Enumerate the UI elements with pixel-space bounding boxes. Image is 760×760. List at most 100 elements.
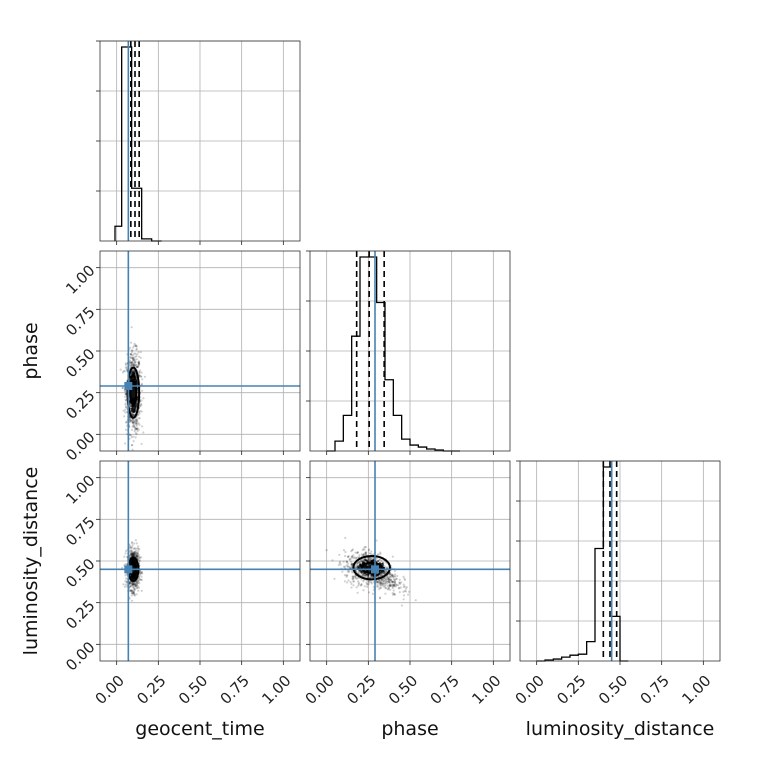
sample-point xyxy=(134,555,138,558)
sample-point xyxy=(132,577,135,580)
sample-point xyxy=(133,371,137,374)
sample-point xyxy=(122,369,125,373)
sample-point xyxy=(391,593,395,596)
sample-point xyxy=(124,549,128,553)
sample-point xyxy=(382,582,385,585)
sample-point xyxy=(362,574,365,577)
sample-point xyxy=(391,584,394,588)
sample-point xyxy=(138,417,141,420)
sample-point xyxy=(129,545,132,549)
sample-point xyxy=(133,587,136,591)
sample-point xyxy=(135,428,138,431)
sample-point xyxy=(128,555,131,558)
sample-point xyxy=(393,569,397,573)
sample-point xyxy=(395,583,398,586)
x-axis-label-geocent_time: geocent_time xyxy=(135,718,264,740)
sample-point xyxy=(352,584,355,587)
sample-point xyxy=(130,550,133,553)
sample-point xyxy=(368,556,371,560)
sample-point xyxy=(381,574,384,577)
sample-point xyxy=(133,542,136,545)
sample-point xyxy=(121,371,124,374)
sample-point xyxy=(367,557,370,560)
sample-point xyxy=(131,589,134,592)
sample-point xyxy=(138,548,141,551)
sample-point xyxy=(136,365,139,369)
sample-point xyxy=(133,588,136,591)
sample-point xyxy=(389,579,392,582)
sample-point xyxy=(380,584,383,587)
sample-point xyxy=(356,564,359,567)
sample-point xyxy=(392,583,395,586)
sample-point xyxy=(349,560,353,563)
sample-point xyxy=(368,548,371,551)
sample-point xyxy=(141,378,144,381)
sample-point xyxy=(133,372,136,375)
sample-point xyxy=(130,554,133,558)
sample-point xyxy=(136,584,139,587)
sample-point xyxy=(379,596,382,599)
sample-point xyxy=(347,579,350,582)
sample-point xyxy=(134,554,137,557)
sample-point xyxy=(130,419,133,423)
sample-point xyxy=(364,552,367,555)
sample-point xyxy=(137,365,140,368)
sample-point xyxy=(131,582,134,586)
sample-point xyxy=(356,551,359,554)
sample-point xyxy=(143,375,146,378)
sample-point xyxy=(351,548,354,551)
sample-point xyxy=(400,581,403,584)
x-tick-label-geocent_time-3: 0.75 xyxy=(217,672,253,708)
sample-point xyxy=(355,577,358,580)
sample-point xyxy=(382,572,385,575)
sample-point xyxy=(132,410,136,413)
sample-point xyxy=(379,571,382,574)
sample-point xyxy=(135,358,138,361)
sample-point xyxy=(379,573,382,576)
sample-point xyxy=(388,579,391,582)
sample-point xyxy=(128,554,131,557)
sample-point xyxy=(137,554,140,558)
sample-point xyxy=(137,413,140,416)
sample-point xyxy=(140,571,143,574)
sample-point xyxy=(140,578,143,581)
sample-point xyxy=(367,591,371,594)
sample-point xyxy=(135,380,138,383)
sample-point xyxy=(377,560,380,563)
sample-point xyxy=(364,551,367,554)
sample-point xyxy=(123,370,126,373)
sample-point xyxy=(133,552,136,555)
sample-point xyxy=(130,552,133,555)
sample-point xyxy=(129,419,132,422)
sample-point xyxy=(136,556,139,560)
sample-point xyxy=(402,585,405,589)
sample-point xyxy=(390,573,393,576)
sample-point xyxy=(130,363,133,366)
sample-point xyxy=(139,570,142,573)
sample-point xyxy=(384,577,387,581)
sample-point xyxy=(363,585,366,588)
sample-point xyxy=(352,554,355,557)
sample-point xyxy=(355,562,358,566)
sample-point xyxy=(130,444,133,447)
sample-point xyxy=(392,583,395,586)
sample-point xyxy=(130,411,133,414)
sample-point xyxy=(134,358,137,361)
sample-point xyxy=(133,359,136,362)
sample-point xyxy=(364,546,367,549)
sample-point xyxy=(333,577,336,580)
sample-point xyxy=(124,395,127,398)
sample-point xyxy=(383,572,386,575)
sample-point xyxy=(367,575,370,579)
sample-point xyxy=(377,579,380,582)
sample-point xyxy=(380,578,383,581)
sample-point xyxy=(123,389,126,392)
sample-point xyxy=(131,371,134,375)
sample-point xyxy=(344,554,347,558)
sample-point xyxy=(365,559,368,562)
sample-point xyxy=(138,574,141,577)
sample-point xyxy=(131,553,135,556)
sample-point xyxy=(133,547,136,550)
sample-point xyxy=(137,545,140,548)
